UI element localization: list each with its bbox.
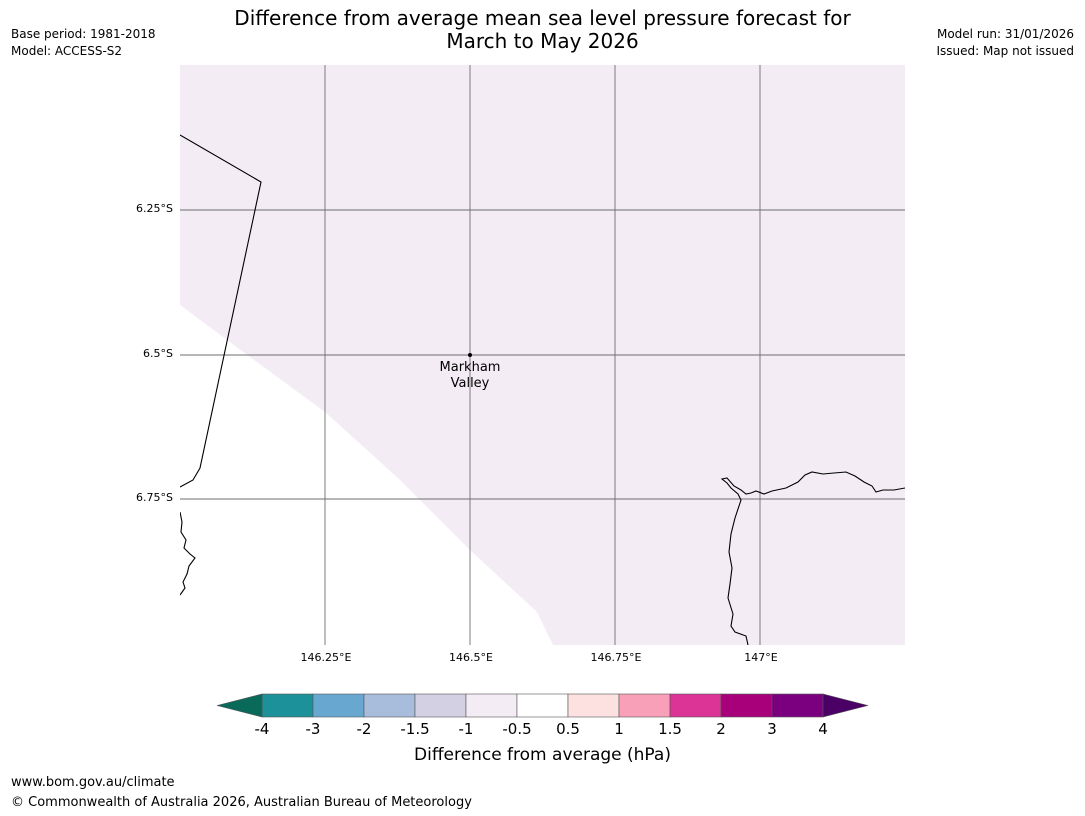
place-name-line-1: Markham xyxy=(439,360,501,375)
lat-label-6-25: 6.25°S xyxy=(136,202,173,215)
colorbar-segment xyxy=(363,693,416,718)
model-run: Model run: 31/01/2026 xyxy=(936,27,1074,41)
place-name-line-2: Valley xyxy=(450,376,490,391)
lon-label-147: 147°E xyxy=(744,651,778,664)
colorbar xyxy=(216,693,869,718)
lat-label-6-5: 6.5°S xyxy=(143,347,173,360)
footer-copyright: © Commonwealth of Australia 2026, Austra… xyxy=(11,795,472,810)
colorbar-high-extend xyxy=(822,693,869,718)
colorbar-tick-label: -1 xyxy=(458,720,474,738)
colorbar-tick-label: 1 xyxy=(614,720,624,738)
colorbar-segment xyxy=(720,693,773,718)
footer-url: www.bom.gov.au/climate xyxy=(11,775,175,790)
map-area xyxy=(180,65,905,645)
place-marker xyxy=(468,353,472,357)
metadata-left: Base period: 1981-2018 Model: ACCESS-S2 xyxy=(11,26,156,60)
metadata-right: Model run: 31/01/2026 Issued: Map not is… xyxy=(936,26,1074,60)
colorbar-segment xyxy=(312,693,365,718)
lon-label-146-25: 146.25°E xyxy=(300,651,352,664)
colorbar-tick-label: 4 xyxy=(818,720,828,738)
colorbar-tick-label: -3 xyxy=(305,720,321,738)
colorbar-tick-label: 3 xyxy=(767,720,777,738)
lon-label-146-5: 146.5°E xyxy=(449,651,493,664)
colorbar-tick-label: -2 xyxy=(356,720,372,738)
base-period: Base period: 1981-2018 xyxy=(11,27,156,41)
colorbar-tick-label: 2 xyxy=(716,720,726,738)
colorbar-segment xyxy=(771,693,824,718)
place-label-markham-valley: Markham Valley xyxy=(420,360,520,392)
lon-label-146-75: 146.75°E xyxy=(590,651,642,664)
colorbar-segment xyxy=(618,693,671,718)
colorbar-tick-label: -1.5 xyxy=(400,720,430,738)
colorbar-segment xyxy=(414,693,467,718)
colorbar-tick-label: -0.5 xyxy=(502,720,532,738)
coastlines xyxy=(180,134,905,645)
colorbar-title: Difference from average (hPa) xyxy=(414,745,671,765)
colorbar-tick-label: -4 xyxy=(254,720,270,738)
coastline-east xyxy=(720,471,905,645)
colorbar-segment xyxy=(516,693,569,718)
model-name: Model: ACCESS-S2 xyxy=(11,44,123,58)
page-title: Difference from average mean sea level p… xyxy=(180,7,905,53)
lat-label-6-75: 6.75°S xyxy=(136,491,173,504)
colorbar-tick-label: 1.5 xyxy=(658,720,682,738)
colorbar-low-extend xyxy=(216,693,263,718)
title-line-2: March to May 2026 xyxy=(446,29,639,53)
title-line-1: Difference from average mean sea level p… xyxy=(234,6,851,30)
colorbar-tick-label: 0.5 xyxy=(556,720,580,738)
colorbar-segment xyxy=(465,693,518,718)
province-border xyxy=(180,134,262,488)
colorbar-segment xyxy=(261,693,314,718)
graticule xyxy=(180,65,905,645)
coastline-west xyxy=(180,511,196,596)
colorbar-segment xyxy=(669,693,722,718)
colorbar-segment xyxy=(567,693,620,718)
issued-status: Issued: Map not issued xyxy=(936,44,1074,58)
